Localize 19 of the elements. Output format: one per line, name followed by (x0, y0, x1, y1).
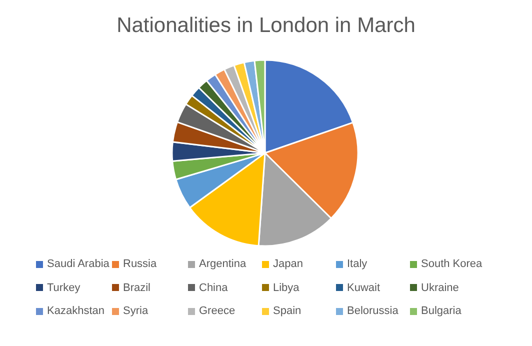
legend-label: Spain (273, 305, 302, 317)
legend-label: Italy (347, 258, 368, 270)
legend-label: Kuwait (347, 282, 380, 294)
legend-label: Argentina (199, 258, 246, 270)
legend-label: Ukraine (421, 282, 459, 294)
legend-label: Brazil (123, 282, 151, 294)
legend-label: Bulgaria (421, 305, 462, 317)
legend-label: Belorussia (347, 305, 398, 317)
legend-label: Greece (199, 305, 236, 317)
legend-label: Russia (123, 258, 157, 270)
legend-label: Syria (123, 305, 148, 317)
legend-label: China (199, 282, 228, 294)
legend-label: Saudi Arabia (47, 258, 110, 270)
legend-label: Kazakhstan (47, 305, 104, 317)
legend-label: Libya (273, 282, 300, 294)
legend-label: Turkey (47, 282, 80, 294)
legend-label: South Korea (421, 258, 482, 270)
chart-title: Nationalities in London in March (116, 14, 416, 38)
legend-label: Japan (273, 258, 303, 270)
